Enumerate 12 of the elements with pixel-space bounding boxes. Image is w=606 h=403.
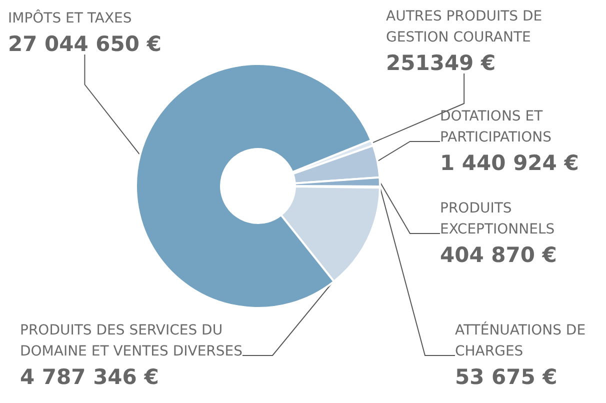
data-label: 251349 € — [386, 51, 496, 75]
data-label: 53 675 € — [455, 365, 558, 389]
slice-label: DOTATIONS ET PARTICIPATIONS — [440, 108, 552, 146]
data-label: 1 440 924 € — [440, 151, 579, 175]
data-label: 27 044 650 € — [8, 32, 162, 56]
slice-label: PRODUITS EXCEPTIONNELS — [440, 200, 555, 238]
slice-label: IMPÔTS ET TAXES — [8, 10, 132, 26]
data-label: 404 870 € — [440, 243, 557, 267]
slice-label: PRODUITS DES SERVICES DU DOMAINE ET VENTES DIVERSES — [20, 322, 243, 360]
data-label: 4 787 346 € — [20, 365, 159, 389]
slice-label: AUTRES PRODUITS DE GESTION COURANTE — [386, 8, 542, 46]
slice-label: ATTÉNUATIONS DE CHARGES — [455, 322, 586, 360]
